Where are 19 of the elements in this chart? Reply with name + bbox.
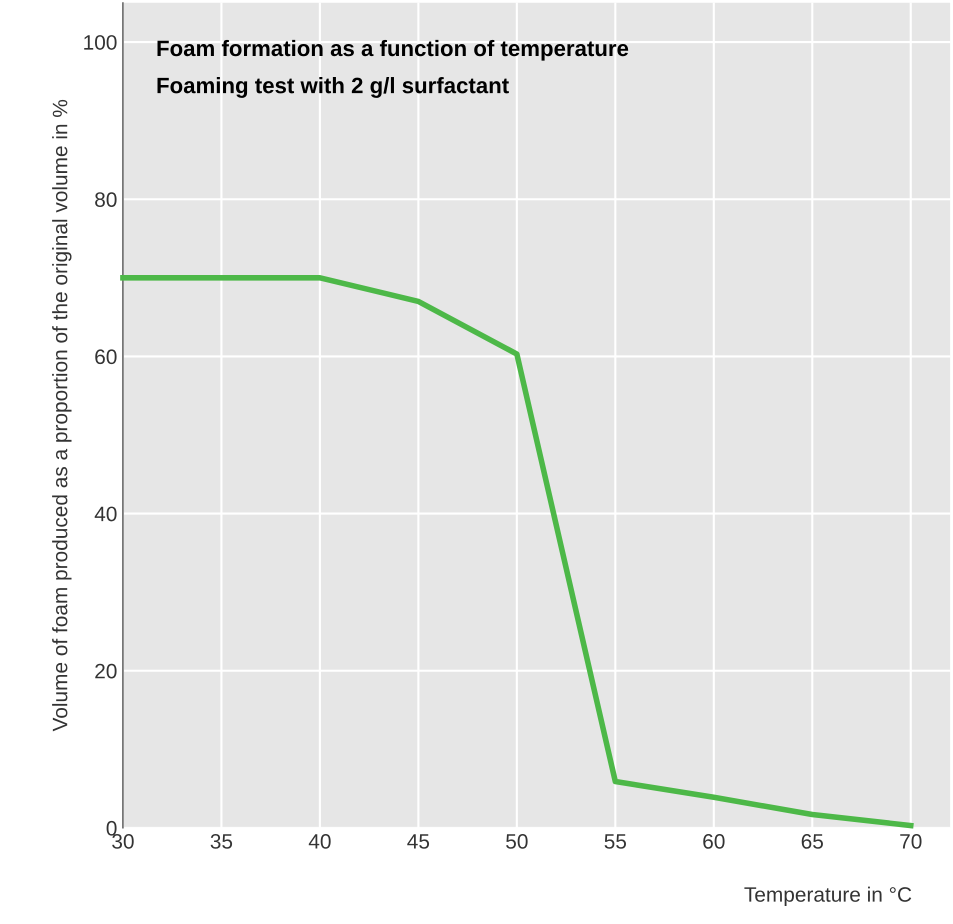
y-tick-label: 0 — [106, 820, 117, 836]
x-tick-label: 40 — [308, 834, 331, 849]
y-tick-label: 60 — [95, 349, 117, 364]
x-tick-label: 30 — [112, 834, 134, 849]
x-tick-label: 65 — [802, 834, 823, 849]
text: Foam formation as a function of temperature — [158, 40, 628, 61]
x-tick-label: 55 — [604, 834, 626, 849]
x-tick-label: 35 — [210, 834, 232, 849]
y-axis-title: Volume of foam produced as a proportion of the original volume in % — [52, 100, 72, 732]
x-tick-label: 70 — [900, 834, 922, 849]
y-tick-label: 40 — [94, 506, 117, 522]
y-tick-label: 20 — [95, 664, 117, 678]
x-tick-label: 45 — [407, 834, 430, 849]
x-tick-label: 50 — [506, 834, 528, 849]
text: Foaming test with 2 g/l surfactant — [158, 77, 509, 98]
x-tick-label: 60 — [703, 834, 725, 849]
y-tick-label: 100 — [84, 35, 117, 50]
x-axis-title: Temperature in °C — [744, 886, 912, 906]
y-tick-label: 80 — [95, 192, 117, 207]
